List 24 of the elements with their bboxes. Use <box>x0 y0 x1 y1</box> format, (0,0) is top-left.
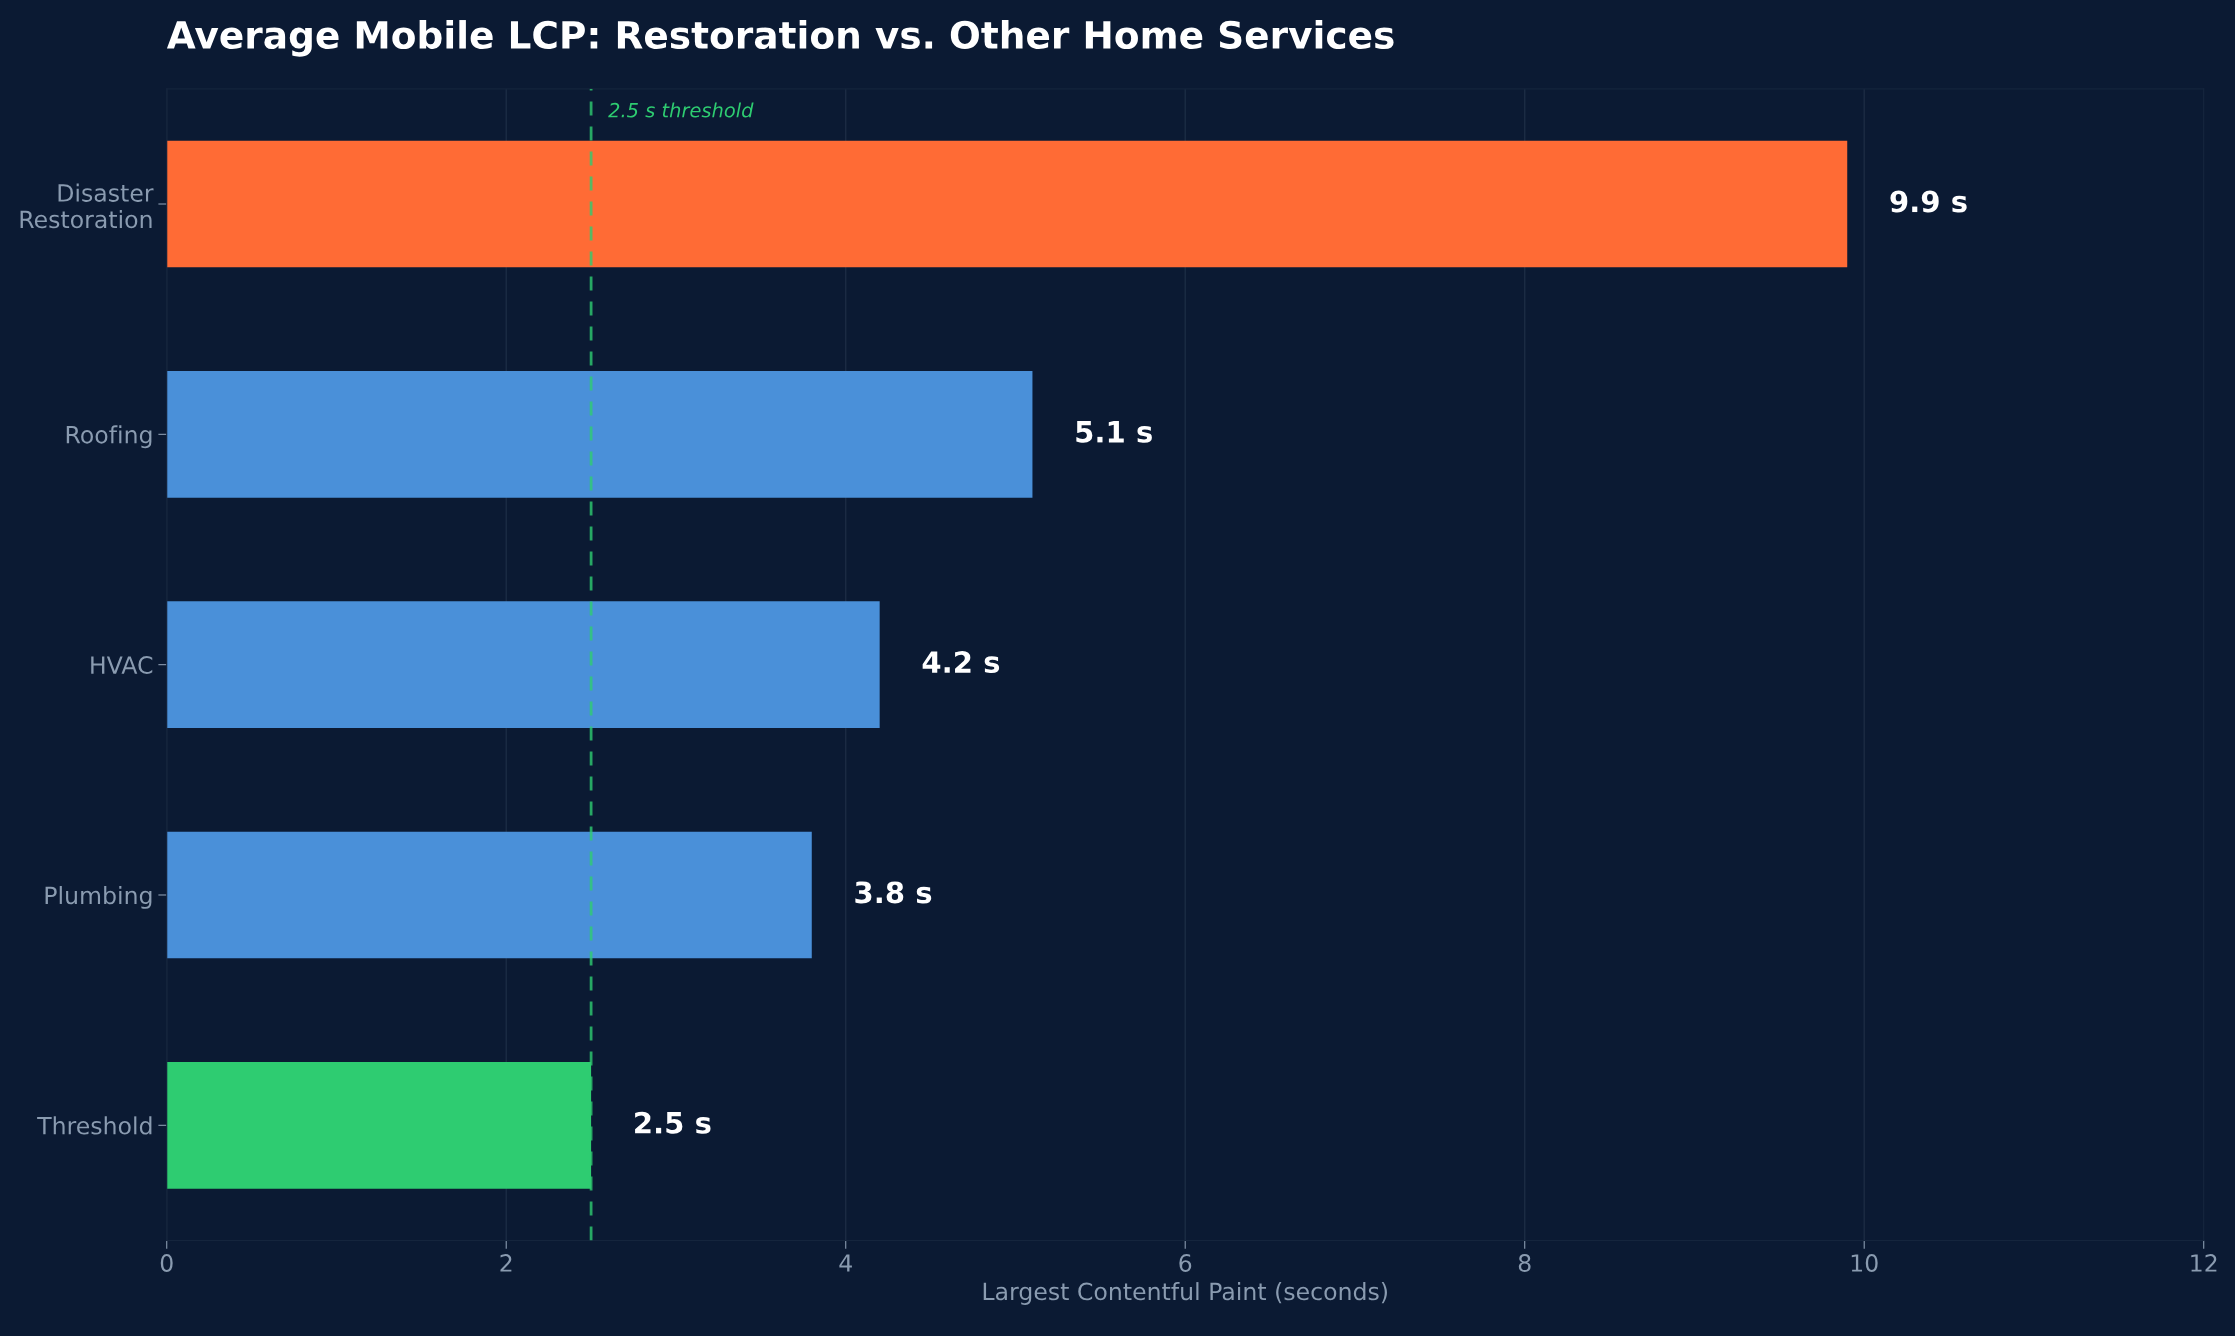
x-tick-label: 4 <box>839 1254 852 1272</box>
ref-line-label: 2.5 s threshold <box>608 102 754 118</box>
data-label: 5.1 s <box>1076 421 1152 443</box>
data-label: 2.5 s <box>635 1111 711 1134</box>
data-label: 3.8 s <box>855 881 932 904</box>
y-tick-label: Roofing <box>66 425 152 449</box>
y-tick-label: Threshold <box>37 1116 152 1135</box>
x-tick-label: 2 <box>500 1254 512 1272</box>
data-label: 4.2 s <box>922 651 1000 674</box>
y-tick-label: Disaster Restoration <box>20 183 154 229</box>
y-tick-label: Plumbing <box>45 886 152 909</box>
x-tick-label: 0 <box>160 1254 173 1272</box>
x-axis-title: Largest Contentful Paint (seconds) <box>983 1282 1387 1305</box>
x-tick-label: 10 <box>1851 1254 1878 1272</box>
x-tick-label: 8 <box>1518 1254 1531 1272</box>
chart-title: Average Mobile LCP: Restoration vs. Other Home Services <box>166 20 1394 57</box>
x-tick-label: 6 <box>1179 1254 1192 1272</box>
bar <box>166 601 880 728</box>
y-tick-label: HVAC <box>91 656 153 674</box>
bar <box>166 831 812 959</box>
bar <box>166 140 1848 268</box>
x-tick-label: 12 <box>2191 1254 2217 1272</box>
data-label: 9.9 s <box>1890 190 1967 213</box>
bar <box>166 370 1033 498</box>
